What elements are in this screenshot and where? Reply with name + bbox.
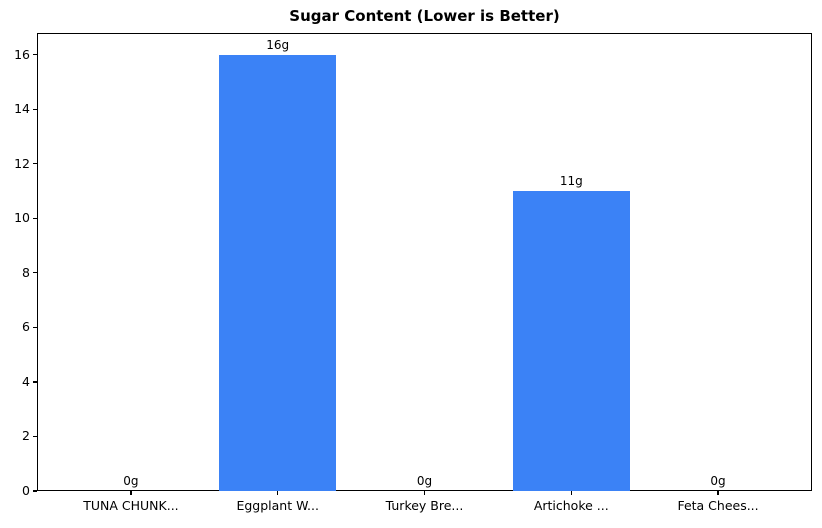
y-axis-tick-label: 4	[22, 373, 30, 389]
plot-area	[37, 33, 812, 491]
y-axis-tick	[33, 326, 37, 329]
x-axis-tick-label: TUNA CHUNK...	[83, 498, 179, 513]
y-axis-tick-label: 10	[14, 210, 30, 226]
y-axis-tick-label: 2	[22, 428, 30, 444]
x-axis-tick	[277, 491, 279, 495]
x-axis-tick	[423, 491, 426, 495]
bar	[219, 54, 337, 491]
x-axis-tick-label: Turkey Bre...	[385, 498, 464, 513]
bar-value-label: 0g	[710, 474, 726, 488]
bar-value-label: 16g	[266, 37, 290, 52]
y-axis-tick-label: 16	[14, 46, 30, 62]
x-axis-tick	[130, 491, 132, 495]
y-axis-tick	[33, 435, 37, 438]
y-axis-tick	[33, 163, 37, 165]
y-axis-tick-label: 12	[14, 155, 30, 171]
bar-value-label: 0g	[416, 474, 433, 488]
x-axis-tick	[570, 491, 572, 495]
x-axis-tick-label: Artichoke ...	[533, 498, 609, 513]
y-axis-tick-label: 0	[22, 483, 30, 498]
x-axis-tick-label: Feta Chees...	[677, 498, 759, 513]
chart-title: Sugar Content (Lower is Better)	[289, 7, 560, 25]
bar-value-label: 0g	[123, 474, 139, 488]
x-axis-tick	[717, 491, 719, 495]
y-axis-tick	[33, 108, 37, 110]
y-axis-tick	[33, 490, 37, 492]
y-axis-tick	[33, 272, 37, 274]
y-axis-tick-label: 14	[14, 101, 30, 117]
bar-value-label: 11g	[559, 174, 583, 189]
y-axis-tick	[33, 54, 37, 56]
bar	[512, 191, 630, 491]
y-axis-tick	[33, 381, 37, 383]
y-axis-tick-label: 6	[22, 319, 30, 335]
y-axis-tick-label: 8	[22, 264, 30, 280]
y-axis-tick	[33, 217, 37, 219]
x-axis-tick-label: Eggplant W...	[236, 498, 319, 513]
